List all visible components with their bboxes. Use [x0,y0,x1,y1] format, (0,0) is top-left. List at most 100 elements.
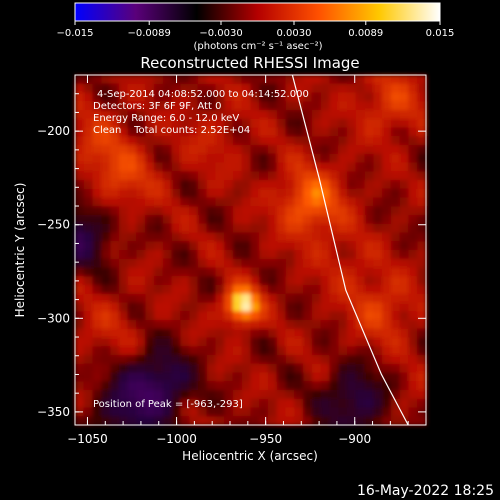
heatmap-cell [189,355,199,365]
heatmap-cell [373,320,383,330]
heatmap-cell [127,232,138,242]
heatmap-cell [285,398,295,409]
heatmap-cell [285,75,295,85]
heatmap-cell [338,83,348,94]
heatmap-cell [153,83,164,94]
heatmap-cell [127,75,138,85]
heatmap-cell [118,337,129,347]
heatmap-cell [224,250,234,260]
heatmap-cell [347,311,357,321]
heatmap-cell [311,328,322,339]
heatmap-cell [153,118,164,129]
heatmap-cell [206,267,216,277]
heatmap-cell [232,337,243,347]
heatmap-cell [83,162,94,172]
heatmap-cell [232,136,243,146]
heatmap-cell [390,188,401,199]
heatmap-cell [171,136,181,146]
heatmap-cell [206,346,216,356]
heatmap-cell [206,381,216,391]
heatmap-cell [136,381,146,391]
heatmap-cell [215,293,225,304]
heatmap-cell [162,188,173,199]
heatmap-cell [241,328,252,339]
heatmap-cell [373,118,383,129]
heatmap-cell [311,267,322,277]
heatmap-cell [259,390,269,400]
heatmap-cell [215,145,225,155]
heatmap-cell [180,407,190,417]
colorbar [74,2,441,22]
heatmap-cell [373,241,383,251]
heatmap-cell [197,372,208,382]
heatmap-cell [382,416,392,426]
heatmap-cell [338,311,348,321]
heatmap-cell [417,162,427,172]
heatmap-cell [364,171,374,181]
heatmap-cell [311,416,322,426]
heatmap-cell [215,267,225,277]
heatmap-cell [241,302,252,312]
heatmap-cell [232,110,243,120]
heatmap-cell [364,250,374,260]
heatmap-cell [268,162,278,172]
heatmap-cell [285,372,295,382]
heatmap-cell [259,398,269,409]
heatmap-cell [127,346,138,356]
heatmap-cell [355,101,366,111]
heatmap-cell [329,188,339,199]
heatmap-cell [180,118,190,129]
heatmap-cell [83,153,94,164]
heatmap-cell [101,416,111,426]
heatmap-cell [382,293,392,304]
heatmap-cell [373,75,383,85]
heatmap-cell [118,75,129,85]
heatmap-cell [224,355,234,365]
heatmap-cell [83,416,94,426]
heatmap-cell [338,180,348,190]
heatmap-cell [311,110,322,120]
heatmap-cell [311,355,322,365]
heatmap-cell [417,276,427,286]
heatmap-cell [162,407,173,417]
heatmap-cell [338,363,348,374]
heatmap-cell [171,153,181,164]
heatmap-cell [408,285,418,295]
heatmap-cell [364,232,374,242]
heatmap-cell [382,92,392,102]
heatmap-cell [285,241,295,251]
heatmap-cell [127,390,138,400]
heatmap-cell [364,241,374,251]
heatmap-cell [382,232,392,242]
heatmap-cell [268,118,278,129]
heatmap-cell [171,215,181,225]
heatmap-cell [382,180,392,190]
heatmap-cell [92,276,102,286]
heatmap-cell [241,363,252,374]
heatmap-cell [347,118,357,129]
heatmap-cell [189,223,199,234]
heatmap-cell [162,83,173,94]
heatmap-cell [127,381,138,391]
heatmap-cell [347,337,357,347]
heatmap-cell [92,197,102,207]
heatmap-cell [268,153,278,164]
heatmap-cell [259,276,269,286]
heatmap-cell [399,250,410,260]
heatmap-cell [101,355,111,365]
heatmap-cell [224,398,234,409]
heatmap-cell [390,153,401,164]
heatmap-cell [206,75,216,85]
heatmap-cell [268,232,278,242]
heatmap-cell [373,101,383,111]
heatmap-cell [171,372,181,382]
heatmap-cell [241,153,252,164]
heatmap-cell [189,215,199,225]
heatmap-cell [215,302,225,312]
heatmap-cell [329,407,339,417]
heatmap-cell [118,215,129,225]
heatmap-cell [259,285,269,295]
heatmap-cell [118,355,129,365]
heatmap-cell [390,241,401,251]
heatmap-cell [364,302,374,312]
